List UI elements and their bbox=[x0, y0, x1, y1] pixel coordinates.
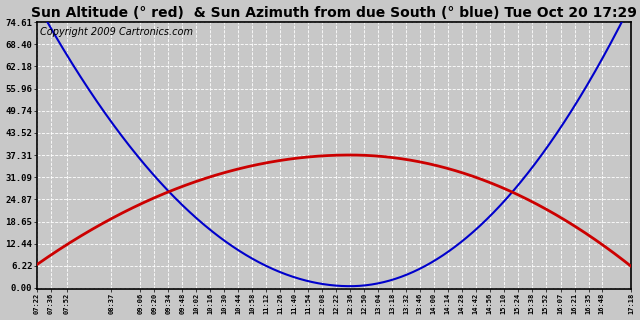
Text: Copyright 2009 Cartronics.com: Copyright 2009 Cartronics.com bbox=[40, 28, 193, 37]
Title: Sun Altitude (° red)  & Sun Azimuth from due South (° blue) Tue Oct 20 17:29: Sun Altitude (° red) & Sun Azimuth from … bbox=[31, 5, 637, 20]
